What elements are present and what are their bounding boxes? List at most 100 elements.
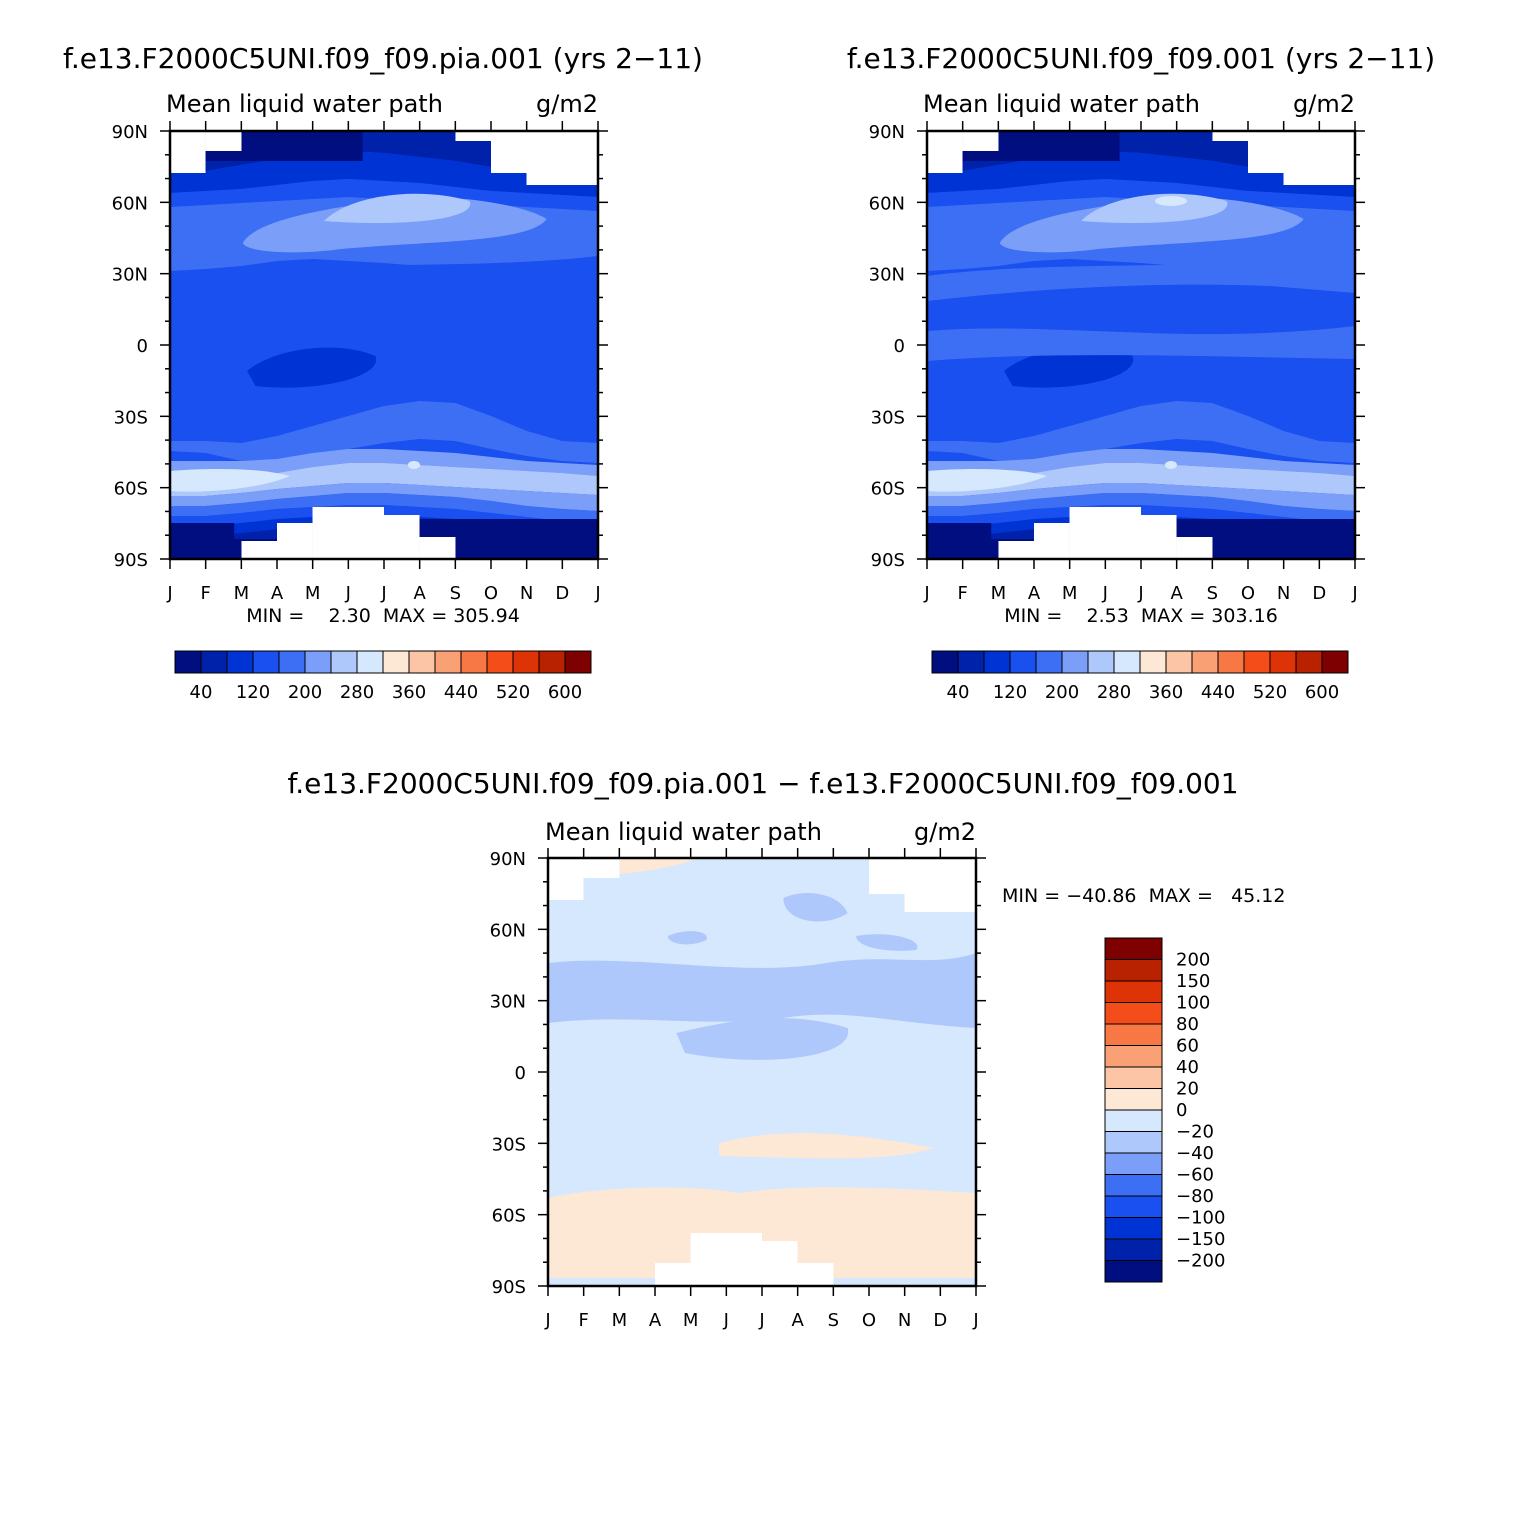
x-tick-label: J: [345, 583, 351, 604]
colorbar-swatch: [330, 650, 358, 674]
missing-data-mask: [491, 141, 598, 173]
plot2-minmax: MIN = 2.53 MAX = 303.16: [1004, 605, 1278, 627]
diff-units: g/m2: [914, 818, 976, 846]
missing-data-mask: [762, 1241, 798, 1286]
plot1-minmax: MIN = 2.30 MAX = 305.94: [246, 605, 520, 627]
colorbar-swatch: [408, 650, 436, 674]
x-tick-label: J: [723, 1310, 729, 1331]
colorbar-label: −60: [1176, 1165, 1214, 1186]
colorbar-swatch: [356, 650, 384, 674]
colorbar-swatch: [1104, 1217, 1163, 1240]
colorbar-swatch: [278, 650, 306, 674]
colorbar-swatch: [1104, 1002, 1163, 1025]
x-tick-label: O: [862, 1310, 876, 1331]
x-tick-label: M: [234, 583, 250, 604]
contour-band-sh: [927, 493, 1355, 523]
contour-band-subtropics: [170, 256, 598, 301]
contour-band-polar: [1175, 519, 1355, 539]
plot2-units: g/m2: [1293, 90, 1355, 118]
missing-data-mask: [690, 1233, 762, 1286]
x-tick-label: N: [1277, 583, 1290, 604]
x-tick-label: J: [972, 1310, 978, 1331]
colorbar-label: 60: [1176, 1036, 1199, 1057]
colorbar-label: 40: [1176, 1057, 1199, 1078]
y-tick-label: 0: [894, 336, 905, 357]
contour-band-sh: [927, 515, 1355, 541]
contour-band-tropics: [927, 326, 1355, 361]
contour-band-sh: [170, 483, 598, 511]
x-tick-label: F: [957, 583, 967, 604]
missing-data-mask: [962, 131, 999, 151]
colorbar-label: 120: [993, 682, 1027, 703]
contour-patch-sh: [927, 468, 1047, 492]
colorbar-swatch: [1295, 650, 1323, 674]
contour-patch: [1154, 196, 1187, 206]
y-tick-label: 90S: [114, 550, 148, 571]
contour-positive: [719, 1133, 934, 1159]
colorbar-label: 150: [1176, 971, 1210, 992]
y-tick-label: 30S: [114, 407, 148, 428]
colorbar-swatch: [1104, 980, 1163, 1003]
x-tick-label: M: [305, 583, 321, 604]
plot2-colorbar: 40 120 200 280 360 440 520 600: [931, 650, 1349, 703]
colorbar-swatch: [957, 650, 985, 674]
colorbar-swatch: [1104, 1023, 1163, 1046]
colorbar-swatch: [226, 650, 254, 674]
contour-band-polar: [418, 519, 598, 539]
colorbar-label: 520: [496, 682, 530, 703]
plot1-field: [170, 131, 598, 559]
missing-data-mask: [455, 131, 598, 141]
y-tick-label: 30N: [112, 265, 148, 286]
x-tick-label: A: [1171, 583, 1184, 604]
colorbar-label: 440: [1201, 682, 1235, 703]
colorbar-swatch: [486, 650, 514, 674]
x-tick-label: F: [200, 583, 210, 604]
colorbar-swatch: [200, 650, 228, 674]
x-tick-label: J: [380, 583, 386, 604]
diff-minmax: MIN = −40.86 MAX = 45.12: [1002, 885, 1285, 907]
colorbar-label: −40: [1176, 1143, 1214, 1164]
x-tick-label: J: [1137, 583, 1143, 604]
x-tick-label: A: [1028, 583, 1041, 604]
contour-negative: [676, 1018, 849, 1060]
missing-data-mask: [312, 507, 384, 559]
x-tick-label: O: [1241, 583, 1255, 604]
plot1-colorbar: 40 120 200 280 360 440 520 600: [174, 650, 592, 703]
colorbar-label: 200: [1176, 950, 1210, 971]
y-tick-label: 60S: [114, 479, 148, 500]
y-tick-label: 90N: [869, 122, 905, 143]
missing-data-mask: [548, 858, 584, 900]
x-tick-label: S: [828, 1310, 839, 1331]
colorbar-swatch: [252, 650, 280, 674]
y-tick-label: 60S: [492, 1206, 526, 1227]
colorbar-label: 120: [236, 682, 270, 703]
colorbar-swatch: [1061, 650, 1089, 674]
contour-band-polar: [170, 523, 235, 539]
colorbar-label: −150: [1176, 1229, 1225, 1250]
x-tick-label: A: [271, 583, 284, 604]
contour-band-nh: [170, 151, 598, 197]
colorbar-swatch: [1104, 1238, 1163, 1261]
plot2-subtitle: Mean liquid water path: [923, 90, 1200, 118]
contour-band-sh: [927, 483, 1355, 511]
missing-data-mask: [419, 537, 456, 559]
missing-data-mask: [526, 173, 598, 185]
x-tick-label: F: [578, 1310, 588, 1331]
y-tick-label: 60S: [871, 479, 905, 500]
contour-negative: [783, 893, 848, 922]
colorbar-swatch: [1104, 1045, 1163, 1068]
y-tick-label: 60N: [490, 920, 526, 941]
missing-data-mask: [904, 894, 976, 912]
contour-band-sh: [927, 449, 1355, 476]
colorbar-swatch: [1104, 1174, 1163, 1197]
contour-patch: [1081, 193, 1228, 223]
x-tick-label: J: [166, 583, 172, 604]
colorbar-label: 40: [190, 682, 213, 703]
diff-subtitle: Mean liquid water path: [545, 818, 822, 846]
colorbar-label: −80: [1176, 1186, 1214, 1207]
contour-band-sh: [170, 493, 598, 523]
colorbar-label: −200: [1176, 1251, 1225, 1272]
colorbar-swatch: [1104, 1131, 1163, 1154]
